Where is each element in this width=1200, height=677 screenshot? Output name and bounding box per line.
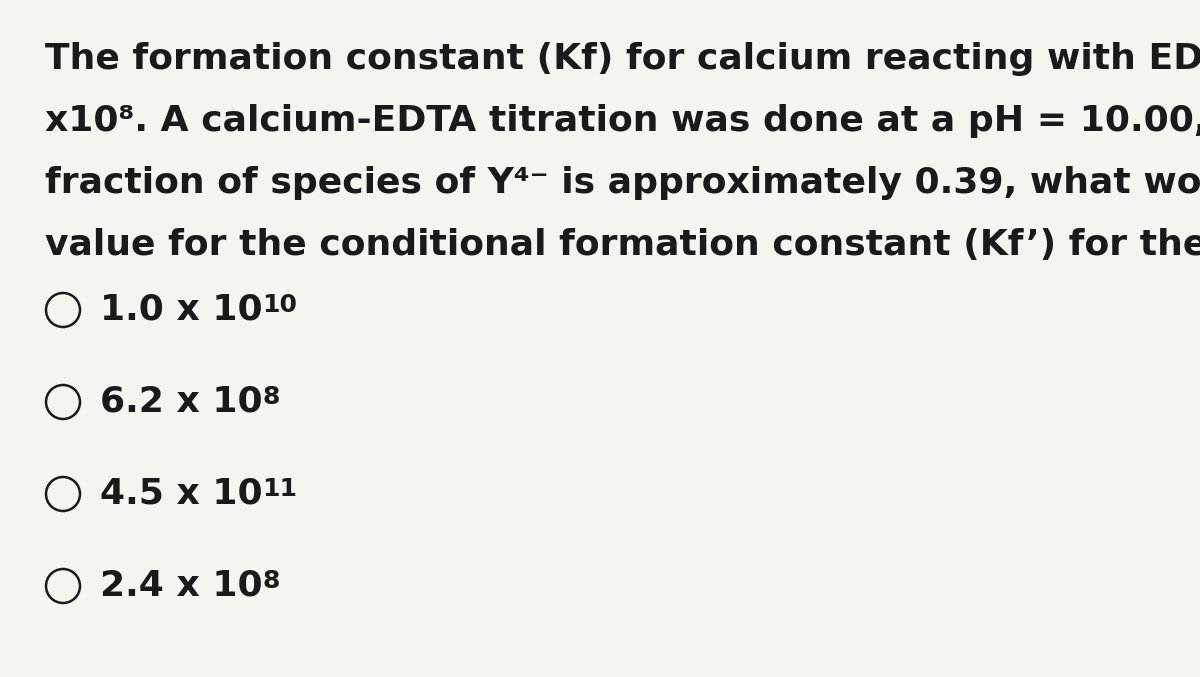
Text: 8: 8 xyxy=(263,569,280,593)
Text: 2.4 x 10: 2.4 x 10 xyxy=(100,568,263,602)
Text: 6.2 x 10: 6.2 x 10 xyxy=(100,384,263,418)
Text: 10: 10 xyxy=(263,293,298,317)
Text: 11: 11 xyxy=(263,477,298,501)
Text: 8: 8 xyxy=(263,385,280,409)
Text: x10⁸. A calcium-EDTA titration was done at a pH = 10.00, where the: x10⁸. A calcium-EDTA titration was done … xyxy=(46,104,1200,138)
Text: The formation constant (Kf) for calcium reacting with EDTA is 6.2: The formation constant (Kf) for calcium … xyxy=(46,42,1200,76)
Text: 1.0 x 10: 1.0 x 10 xyxy=(100,292,263,326)
Text: value for the conditional formation constant (Kf’) for the reaction?: value for the conditional formation cons… xyxy=(46,228,1200,262)
Text: fraction of species of Y⁴⁻ is approximately 0.39, what would be the: fraction of species of Y⁴⁻ is approximat… xyxy=(46,166,1200,200)
Text: 4.5 x 10: 4.5 x 10 xyxy=(100,476,263,510)
